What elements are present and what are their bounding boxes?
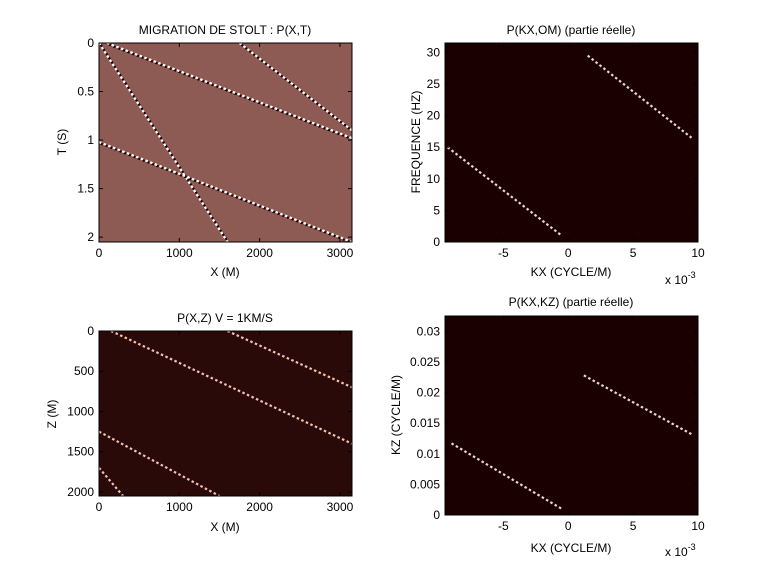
y-tick-label: 30 xyxy=(427,45,441,59)
x-tick-label: 10 xyxy=(691,246,705,260)
y-axis-label: KZ (CYCLE/M) xyxy=(389,375,403,455)
panel-p-kx-kz: P(KX,KZ) (partie réelle) -5 0 5 10 0 0.005 0.… xyxy=(389,295,705,559)
y-tick-label: 25 xyxy=(427,77,441,91)
x-tick-label: 3000 xyxy=(327,500,354,514)
x-tick-label: -5 xyxy=(498,246,509,260)
x-tick-label: 5 xyxy=(630,519,637,533)
y-tick-label: 15 xyxy=(427,140,441,154)
x-ticks: -5 0 5 10 xyxy=(498,316,705,533)
x-tick-label: 0 xyxy=(96,246,103,260)
y-tick-label: 0.03 xyxy=(417,324,441,338)
event-line xyxy=(583,374,693,436)
x-tick-label: 2000 xyxy=(246,246,273,260)
y-tick-label: 20 xyxy=(427,109,441,123)
x-tick-label: 10 xyxy=(691,519,705,533)
event-line xyxy=(446,146,563,237)
x-axis-label: X (M) xyxy=(210,265,239,279)
event-line xyxy=(99,140,352,242)
x-ticks: 0 1000 2000 3000 xyxy=(96,331,354,514)
y-tick-label: 0 xyxy=(87,36,94,50)
y-tick-label: 0.015 xyxy=(410,416,440,430)
y-tick-label: 2 xyxy=(87,230,94,244)
x-ticks: -5 0 5 10 xyxy=(498,43,705,260)
x-axis-label: KX (CYCLE/M) xyxy=(531,265,612,279)
x-multiplier: x 10-3 xyxy=(665,542,696,559)
event-line xyxy=(99,43,229,242)
event-shadow xyxy=(240,43,352,133)
y-ticks: 0 500 1000 1500 2000 xyxy=(67,324,352,499)
x-tick-label: 0 xyxy=(96,500,103,514)
x-tick-label: 3000 xyxy=(327,246,354,260)
x-tick-label: -5 xyxy=(498,519,509,533)
panel-title: P(KX,KZ) (partie réelle) xyxy=(509,295,634,309)
y-axis-label: Z (M) xyxy=(45,400,59,429)
y-axis-label: FREQUENCE (HZ) xyxy=(409,91,423,194)
plot-frame xyxy=(98,330,353,497)
y-tick-label: 1500 xyxy=(67,445,94,459)
plot-frame xyxy=(444,315,699,516)
event-line xyxy=(110,331,352,445)
x-multiplier: x 10-3 xyxy=(665,270,696,287)
x-tick-label: 0 xyxy=(565,519,572,533)
plot-frame xyxy=(98,42,353,243)
panel-title: P(KX,OM) (partie réelle) xyxy=(507,23,636,37)
y-tick-label: 1000 xyxy=(67,404,94,418)
y-tick-label: 0.02 xyxy=(417,386,441,400)
x-tick-label: 1000 xyxy=(166,500,193,514)
event-lines xyxy=(99,43,352,242)
event-lines xyxy=(446,54,693,237)
y-ticks: 0 5 10 15 20 25 30 xyxy=(427,45,698,249)
y-tick-label: 10 xyxy=(427,172,441,186)
y-tick-label: 0 xyxy=(87,324,94,338)
y-tick-label: 500 xyxy=(74,364,94,378)
y-tick-label: 1 xyxy=(87,133,94,147)
y-tick-label: 0 xyxy=(433,508,440,522)
y-tick-label: 0.5 xyxy=(77,85,94,99)
y-tick-label: 0 xyxy=(433,235,440,249)
y-tick-label: 0.01 xyxy=(417,447,441,461)
event-shadow xyxy=(108,43,352,141)
event-line xyxy=(99,467,124,496)
plot-frame xyxy=(444,42,699,243)
x-tick-label: 1000 xyxy=(166,246,193,260)
panel-title: MIGRATION DE STOLT : P(X,T) xyxy=(139,23,311,37)
x-tick-label: 5 xyxy=(630,246,637,260)
event-line xyxy=(106,43,352,140)
event-line xyxy=(238,43,352,132)
y-ticks: 0 0.005 0.01 0.015 0.02 0.025 0.03 xyxy=(410,324,698,522)
event-shadow xyxy=(99,43,230,242)
event-line xyxy=(587,54,693,139)
y-ticks: 0 0.5 1 1.5 2 xyxy=(77,36,352,244)
panel-p-x-z: P(X,Z) V = 1KM/S 0 1000 2000 3000 0 500 1000 1… xyxy=(45,311,354,534)
event-line xyxy=(450,442,563,510)
x-axis-label: KX (CYCLE/M) xyxy=(531,541,612,555)
plot-area xyxy=(99,331,352,496)
y-axis-label: T (S) xyxy=(55,129,69,155)
event-lines xyxy=(99,331,352,496)
x-tick-label: 2000 xyxy=(246,500,273,514)
y-tick-label: 0.005 xyxy=(410,477,440,491)
panel-p-x-t: MIGRATION DE STOLT : P(X,T) 0 1000 2000 300… xyxy=(55,23,354,279)
plot-area xyxy=(445,316,698,515)
y-tick-label: 2000 xyxy=(67,485,94,499)
panel-title: P(X,Z) V = 1KM/S xyxy=(177,311,273,325)
plot-area xyxy=(445,43,698,242)
y-tick-label: 1.5 xyxy=(77,182,94,196)
y-tick-label: 5 xyxy=(433,203,440,217)
x-ticks: 0 1000 2000 3000 xyxy=(96,43,354,260)
panel-p-kx-om: P(KX,OM) (partie réelle) -5 0 5 10 0 5 10 15 20… xyxy=(409,23,705,287)
plot-area xyxy=(99,43,352,242)
x-tick-label: 0 xyxy=(565,246,572,260)
x-axis-label: X (M) xyxy=(210,520,239,534)
event-lines xyxy=(450,374,693,510)
y-tick-label: 0.025 xyxy=(410,355,440,369)
